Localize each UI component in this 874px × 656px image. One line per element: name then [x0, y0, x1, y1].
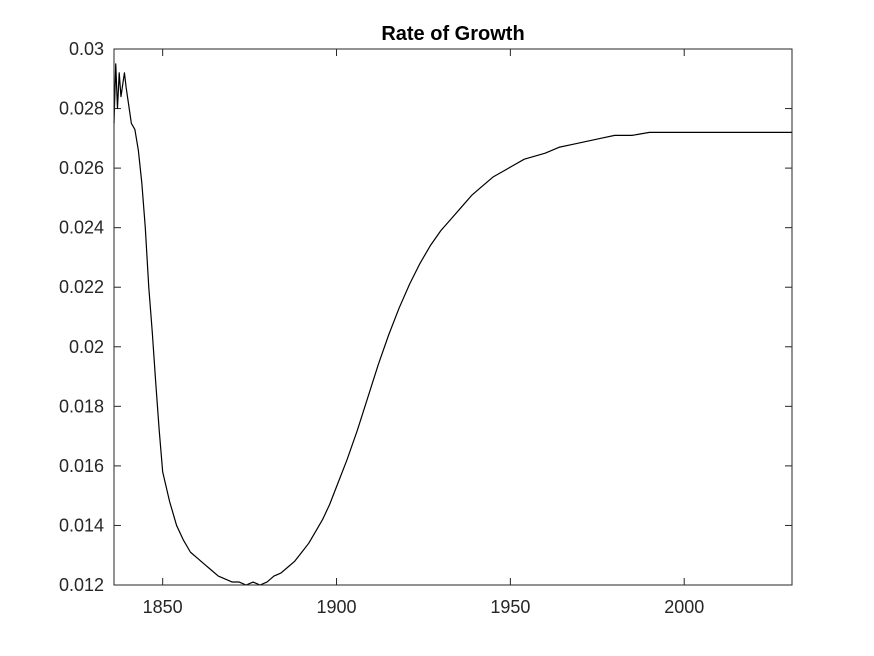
y-tick-label: 0.012: [59, 575, 104, 595]
y-tick-label: 0.014: [59, 515, 104, 535]
y-tick-label: 0.026: [59, 158, 104, 178]
plot-frame: [113, 48, 793, 586]
labels-layer: 1850 1900 1950 2000 0.012 0.014 0.016 0.018 0.02…: [59, 39, 704, 617]
y-tick-label: 0.02: [69, 337, 104, 357]
plot-background: [114, 49, 792, 585]
x-tick-label: 1850: [143, 597, 183, 617]
series-line: [113, 63, 792, 586]
y-tick-label: 0.022: [59, 277, 104, 297]
chart-title: Rate of Growth: [381, 23, 524, 45]
y-tick-label: 0.028: [59, 99, 104, 119]
y-tick-label: 0.03: [69, 39, 104, 59]
y-tick-label: 0.016: [59, 456, 104, 476]
y-tick-label: 0.018: [59, 396, 104, 416]
y-tick-label: 0.024: [59, 218, 104, 238]
x-tick-label: 1900: [316, 597, 356, 617]
x-tick-label: 2000: [664, 597, 704, 617]
x-tick-label: 1950: [490, 597, 530, 617]
